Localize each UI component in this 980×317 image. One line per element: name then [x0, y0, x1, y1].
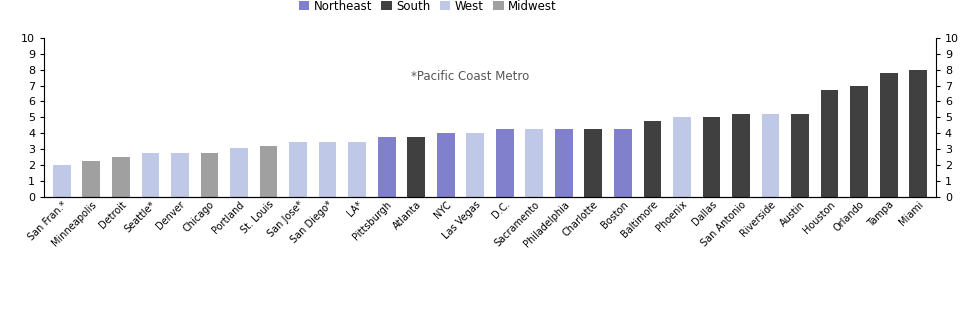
Bar	[791, 114, 808, 197]
Bar	[673, 117, 691, 197]
Bar	[201, 153, 219, 197]
Bar	[525, 129, 543, 197]
Bar	[584, 129, 603, 197]
Bar	[348, 142, 366, 197]
Bar	[437, 133, 455, 197]
Bar	[820, 90, 839, 197]
Bar	[555, 129, 572, 197]
Bar	[732, 114, 750, 197]
Legend: Northeast, South, West, Midwest: Northeast, South, West, Midwest	[299, 0, 557, 13]
Text: *Pacific Coast Metro: *Pacific Coast Metro	[412, 69, 529, 83]
Bar	[408, 137, 425, 197]
Bar	[230, 148, 248, 197]
Bar	[172, 153, 189, 197]
Bar	[377, 137, 396, 197]
Bar	[82, 161, 100, 197]
Bar	[53, 165, 71, 197]
Bar	[260, 146, 277, 197]
Bar	[909, 70, 927, 197]
Bar	[644, 121, 662, 197]
Bar	[141, 153, 160, 197]
Bar	[761, 114, 779, 197]
Bar	[614, 129, 632, 197]
Bar	[318, 142, 336, 197]
Bar	[289, 142, 307, 197]
Bar	[880, 73, 898, 197]
Bar	[112, 157, 129, 197]
Bar	[851, 86, 868, 197]
Bar	[496, 129, 514, 197]
Bar	[703, 117, 720, 197]
Bar	[466, 133, 484, 197]
